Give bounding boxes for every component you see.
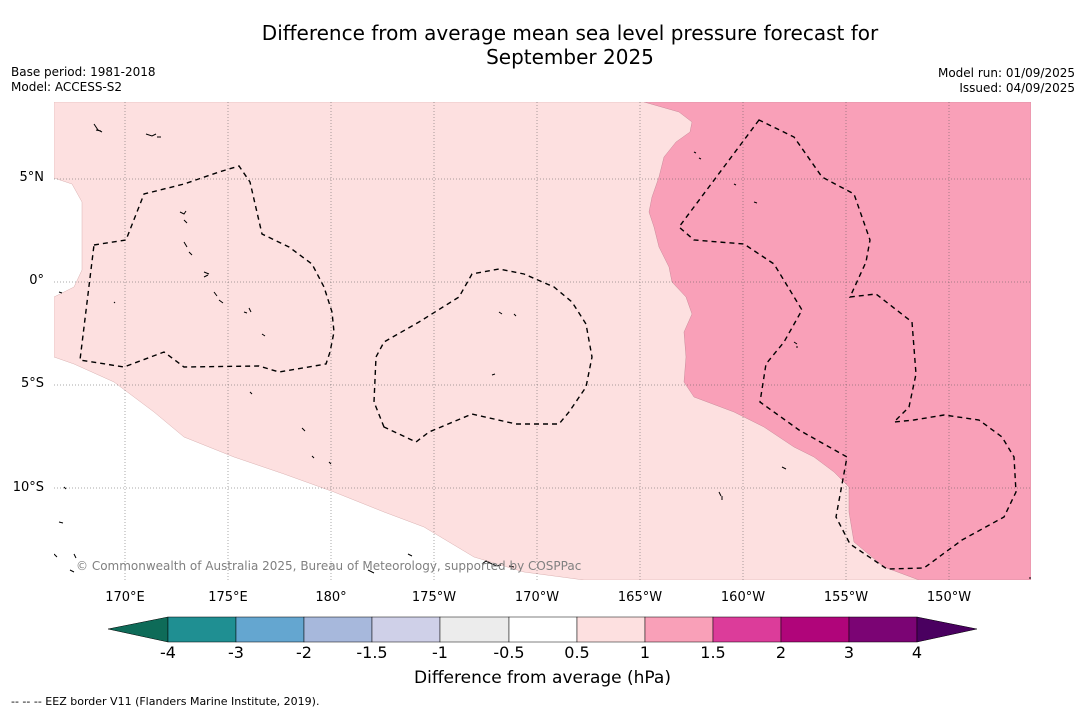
issued-date: Issued: 04/09/2025 xyxy=(959,81,1075,95)
lon-label-160w: 160°W xyxy=(720,590,766,605)
colorbar-tick: 2 xyxy=(775,643,787,662)
map-panel: © Commonwealth of Australia 2025, Bureau… xyxy=(54,102,1031,580)
colorbar-bin-4 xyxy=(371,616,441,643)
lat-label-0: 0° xyxy=(29,273,44,288)
colorbar-tick: 1 xyxy=(639,643,651,662)
colorbar-tick: -1 xyxy=(432,643,448,662)
lat-label-5s: 5°S xyxy=(20,376,44,391)
graticule xyxy=(54,102,1031,580)
colorbar-bin-2 xyxy=(235,616,305,643)
colorbar-above xyxy=(916,616,978,643)
meta-right: Model run: 01/09/2025 Issued: 04/09/2025 xyxy=(938,66,1075,96)
lat-label-5n: 5°N xyxy=(19,170,45,185)
colorbar-tick: 3 xyxy=(843,643,855,662)
lon-label-175e: 175°E xyxy=(208,590,248,605)
model-name: Model: ACCESS-S2 xyxy=(11,80,123,94)
lon-label-175w: 175°W xyxy=(411,590,457,605)
map-canvas xyxy=(54,102,1031,580)
colorbar-bin-10 xyxy=(780,616,850,643)
colorbar-below xyxy=(107,616,169,643)
colorbar xyxy=(107,616,978,643)
lon-label-165w: 165°W xyxy=(617,590,663,605)
colorbar-bin-1 xyxy=(167,616,237,643)
lon-label-170w: 170°W xyxy=(514,590,560,605)
colorbar-tick: -0.5 xyxy=(493,643,525,662)
colorbar-bin-8 xyxy=(644,616,714,643)
colorbar-tick: -4 xyxy=(160,643,176,662)
colorbar-bin-5 xyxy=(439,616,510,643)
eez-borders xyxy=(79,119,1017,570)
islands xyxy=(54,123,1031,579)
lon-label-155w: 155°W xyxy=(823,590,869,605)
lon-label-180: 180° xyxy=(315,590,347,605)
colorbar-tick: -1.5 xyxy=(356,643,388,662)
colorbar-bin-6 xyxy=(508,616,578,643)
eez-legend-note: -- -- -- EEZ border V11 (Flanders Marine… xyxy=(11,695,320,708)
colorbar-tick: -3 xyxy=(228,643,244,662)
colorbar-tick: 1.5 xyxy=(700,643,726,662)
colorbar-tick: 0.5 xyxy=(564,643,590,662)
colorbar-tick: 4 xyxy=(911,643,923,662)
colorbar-bin-9 xyxy=(712,616,782,643)
lat-label-10s: 10°S xyxy=(12,480,44,495)
base-period: Base period: 1981-2018 xyxy=(11,65,156,79)
model-run: Model run: 01/09/2025 xyxy=(937,66,1075,80)
meta-left: Base period: 1981-2018 Model: ACCESS-S2 xyxy=(11,65,156,95)
colorbar-tick: -2 xyxy=(296,643,312,662)
lon-label-170e: 170°E xyxy=(105,590,145,605)
colorbar-bin-7 xyxy=(576,616,646,643)
copyright-notice: © Commonwealth of Australia 2025, Bureau… xyxy=(76,559,582,573)
map-title: Difference from average mean sea level p… xyxy=(261,21,879,69)
colorbar-label: Difference from average (hPa) xyxy=(414,668,671,688)
lon-label-150w: 150°W xyxy=(926,590,972,605)
colorbar-bin-11 xyxy=(848,616,918,643)
colorbar-bin-3 xyxy=(303,616,373,643)
anomaly-region-dark xyxy=(643,102,1031,580)
